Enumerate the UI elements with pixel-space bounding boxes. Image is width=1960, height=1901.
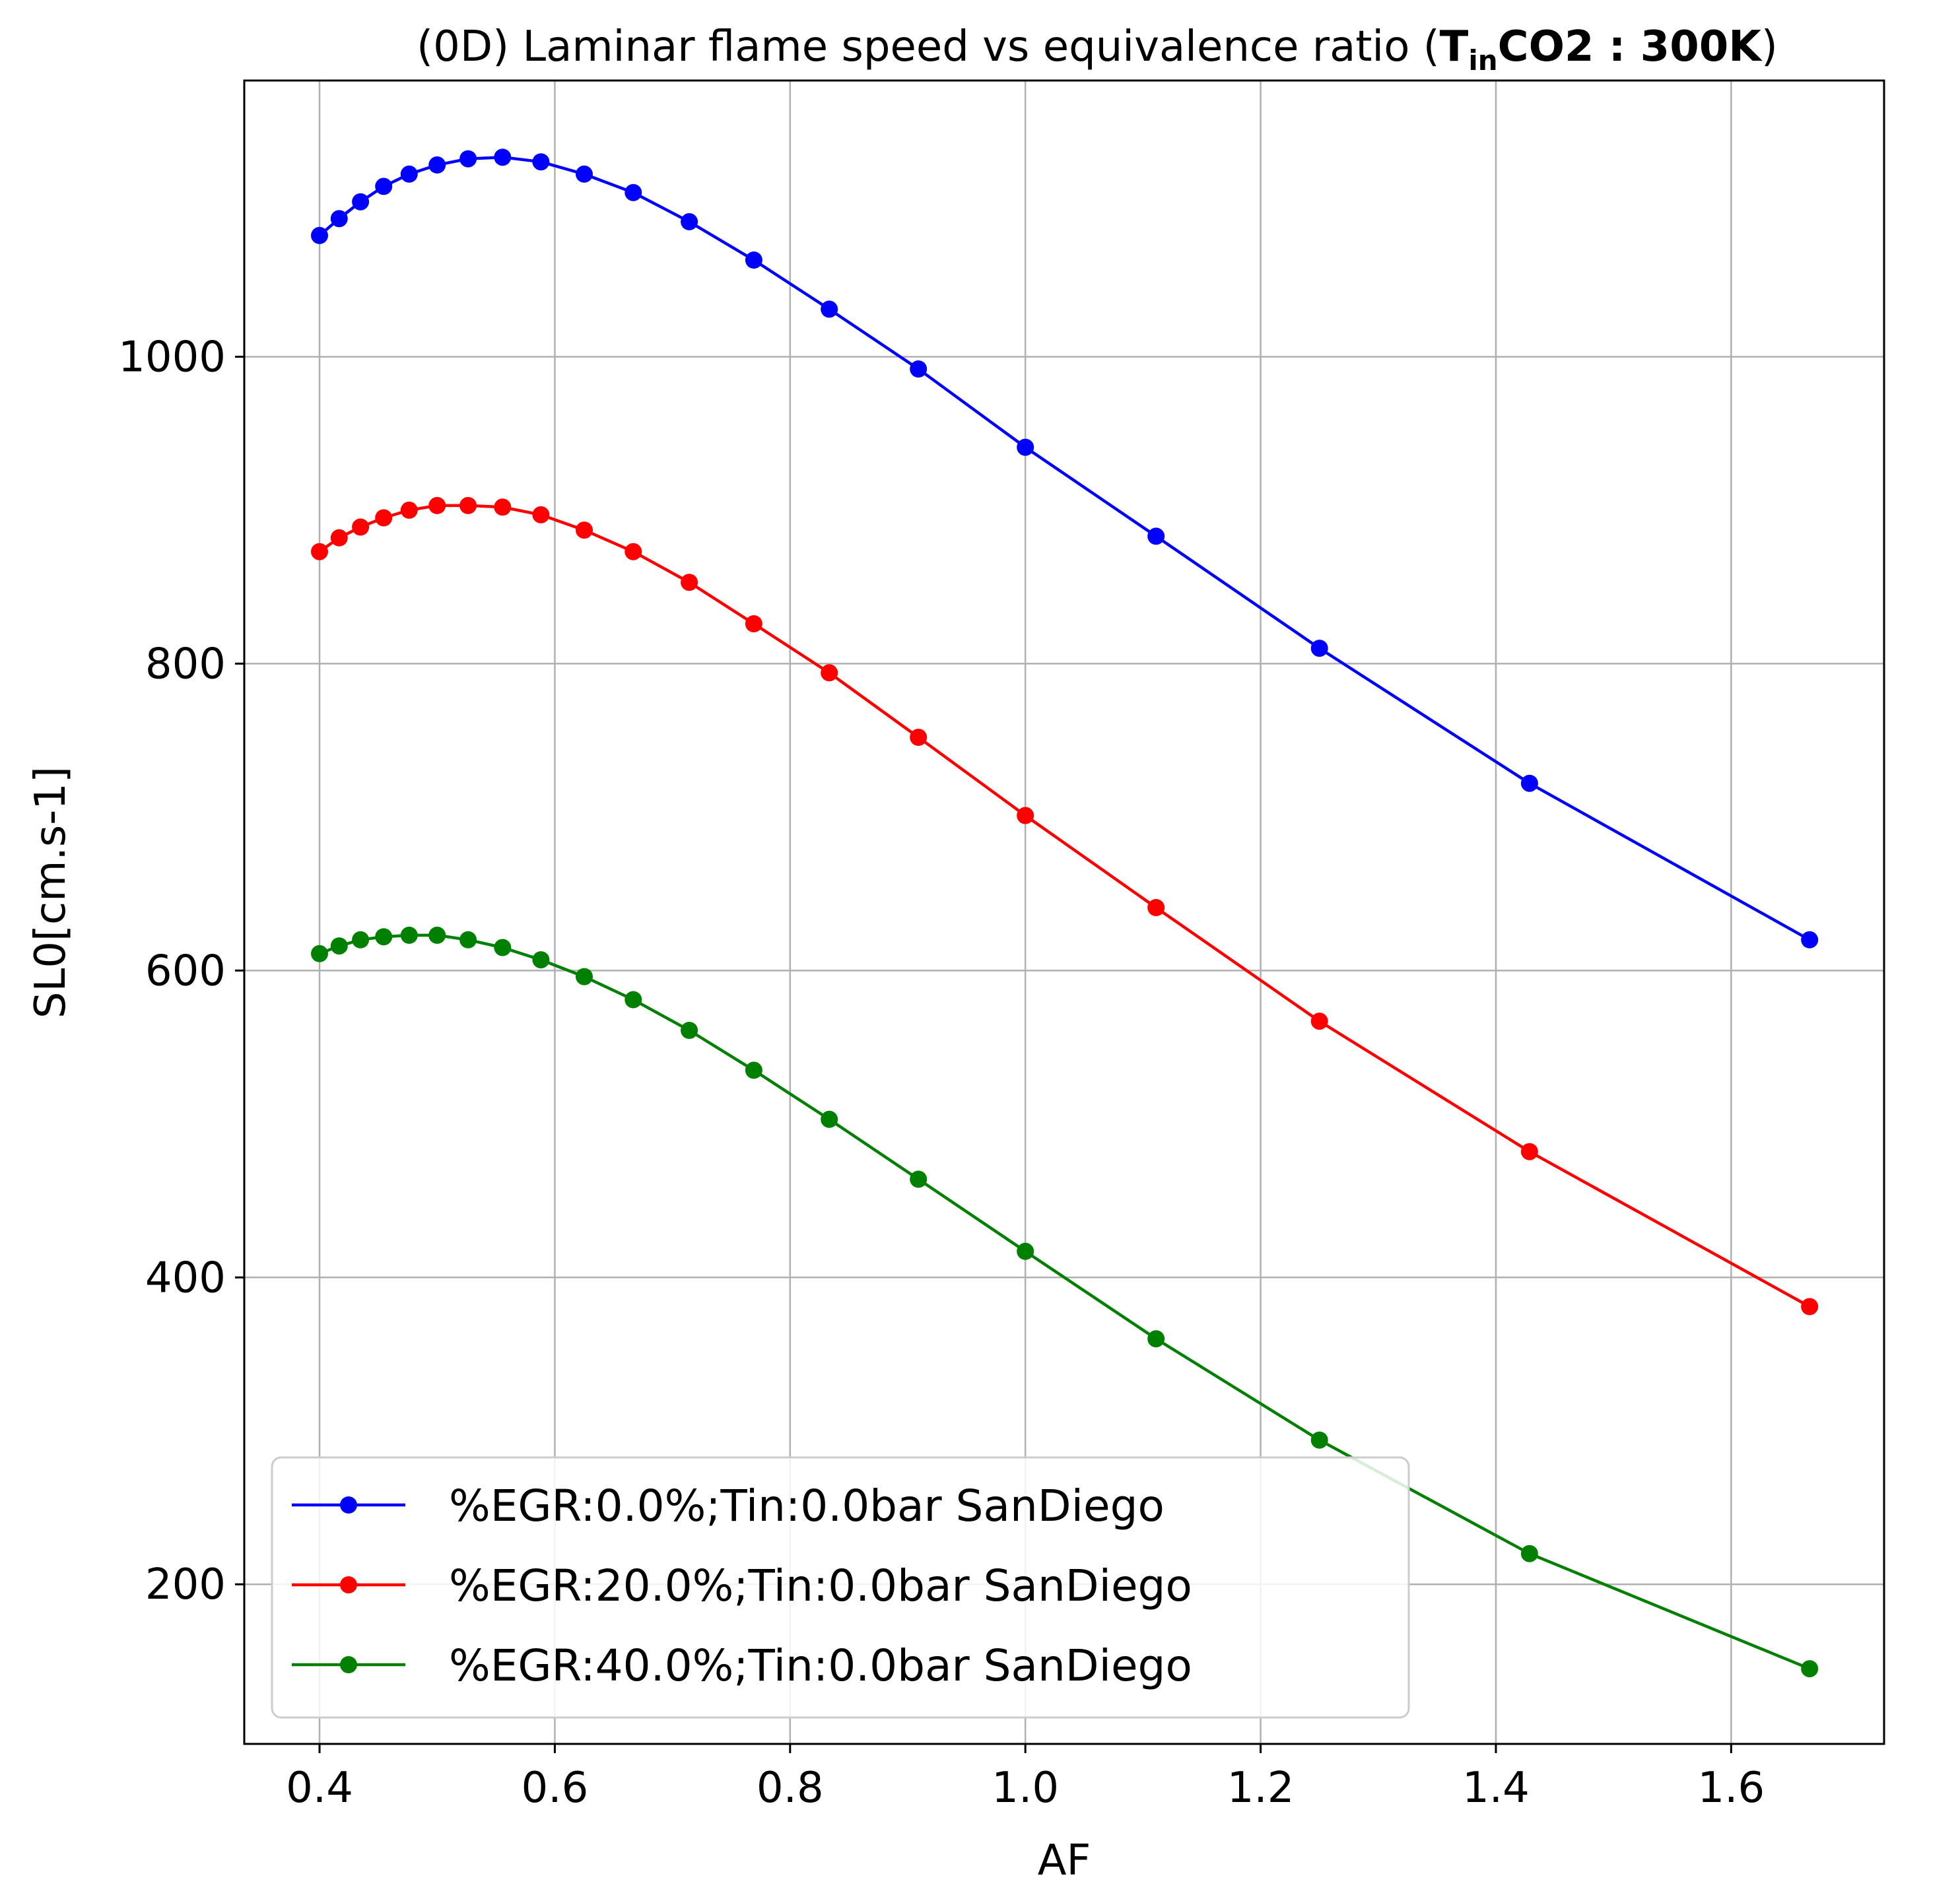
series-layer <box>311 149 1819 1678</box>
data-point <box>1310 1431 1328 1449</box>
data-point <box>821 300 838 318</box>
legend-entry: %EGR:0.0%;Tin:0.0bar SanDiego <box>292 1481 1165 1531</box>
data-point <box>330 937 348 955</box>
data-point <box>1147 527 1165 545</box>
series-0 <box>311 149 1819 949</box>
data-point <box>576 165 593 183</box>
data-point <box>352 518 370 536</box>
series-2 <box>311 926 1819 1678</box>
data-point <box>1520 1545 1538 1562</box>
data-point <box>745 251 762 269</box>
data-point <box>1310 1013 1328 1030</box>
x-tick-label: 0.8 <box>757 1764 824 1813</box>
data-point <box>1147 899 1165 916</box>
x-tick-label: 1.0 <box>992 1764 1059 1813</box>
series-line <box>318 155 1811 941</box>
legend: %EGR:0.0%;Tin:0.0bar SanDiego %EGR:20.0%;… <box>271 1456 1410 1719</box>
data-point <box>428 926 446 944</box>
data-point <box>532 951 550 969</box>
data-point <box>311 226 328 244</box>
data-point <box>1017 807 1034 824</box>
data-point <box>910 360 928 378</box>
legend-marker <box>340 1496 357 1514</box>
data-point <box>532 506 550 523</box>
legend-label: %EGR:40.0%;Tin:0.0bar SanDiego <box>449 1640 1192 1691</box>
x-tick-label: 0.6 <box>522 1764 589 1813</box>
x-tick-label: 1.2 <box>1227 1764 1295 1813</box>
data-point <box>910 729 928 746</box>
data-point <box>576 521 593 539</box>
data-point <box>1520 1143 1538 1160</box>
data-point <box>400 926 418 944</box>
axis-ticks: 0.4 0.6 0.8 1.0 1.2 1.4 1.6 200 400 600 800 1000 <box>118 333 1765 1813</box>
data-point <box>1017 1242 1034 1260</box>
data-point <box>1017 438 1034 456</box>
data-point <box>459 931 477 949</box>
legend-marker <box>340 1656 357 1673</box>
data-point <box>400 165 418 183</box>
data-point <box>1801 1298 1819 1316</box>
data-point <box>330 529 348 547</box>
y-tick-label: 1000 <box>118 333 226 382</box>
data-point <box>494 149 512 166</box>
data-point <box>494 498 512 516</box>
y-tick-label: 600 <box>145 947 226 995</box>
data-point <box>459 150 477 168</box>
data-point <box>745 615 762 632</box>
plot-frame <box>243 79 1885 1745</box>
data-point <box>1310 640 1328 657</box>
series-1 <box>311 496 1819 1316</box>
legend-entry: %EGR:40.0%;Tin:0.0bar SanDiego <box>292 1640 1192 1691</box>
chart-title: (0D) Laminar flame speed vs equivalence … <box>417 22 1778 77</box>
legend-label: %EGR:0.0%;Tin:0.0bar SanDiego <box>449 1481 1165 1531</box>
data-point <box>1801 931 1819 949</box>
data-point <box>459 496 477 514</box>
data-point <box>1801 1660 1819 1678</box>
data-point <box>576 968 593 985</box>
data-point <box>625 543 642 560</box>
y-tick-label: 200 <box>145 1560 226 1609</box>
data-point <box>681 574 698 591</box>
x-tick-label: 0.4 <box>286 1764 353 1813</box>
data-point <box>681 213 698 230</box>
data-point <box>375 178 393 195</box>
x-tick-label: 1.4 <box>1462 1764 1530 1813</box>
data-point <box>821 664 838 682</box>
x-axis-label: AF <box>1038 1836 1091 1885</box>
data-point <box>910 1170 928 1188</box>
data-point <box>494 939 512 956</box>
series-line <box>318 504 1811 1308</box>
y-tick-label: 800 <box>145 640 226 688</box>
data-point <box>1520 774 1538 792</box>
data-point <box>311 945 328 962</box>
data-point <box>352 193 370 211</box>
data-point <box>375 928 393 946</box>
legend-box <box>271 1456 1410 1719</box>
data-point <box>625 991 642 1009</box>
data-point <box>625 183 642 201</box>
legend-marker <box>340 1576 357 1593</box>
data-point <box>428 496 446 514</box>
data-point <box>400 501 418 519</box>
data-point <box>330 210 348 228</box>
data-point <box>311 543 328 560</box>
legend-entry: %EGR:20.0%;Tin:0.0bar SanDiego <box>292 1560 1192 1611</box>
data-point <box>681 1022 698 1039</box>
y-tick-label: 400 <box>145 1253 226 1302</box>
y-axis-label: SL0[cm.s-1] <box>26 766 75 1018</box>
data-point <box>428 156 446 174</box>
legend-label: %EGR:20.0%;Tin:0.0bar SanDiego <box>449 1560 1192 1611</box>
data-point <box>532 153 550 171</box>
data-point <box>1147 1330 1165 1348</box>
data-point <box>745 1061 762 1079</box>
data-point <box>375 509 393 527</box>
data-point <box>352 931 370 949</box>
data-point <box>821 1110 838 1128</box>
x-tick-label: 1.6 <box>1697 1764 1765 1813</box>
